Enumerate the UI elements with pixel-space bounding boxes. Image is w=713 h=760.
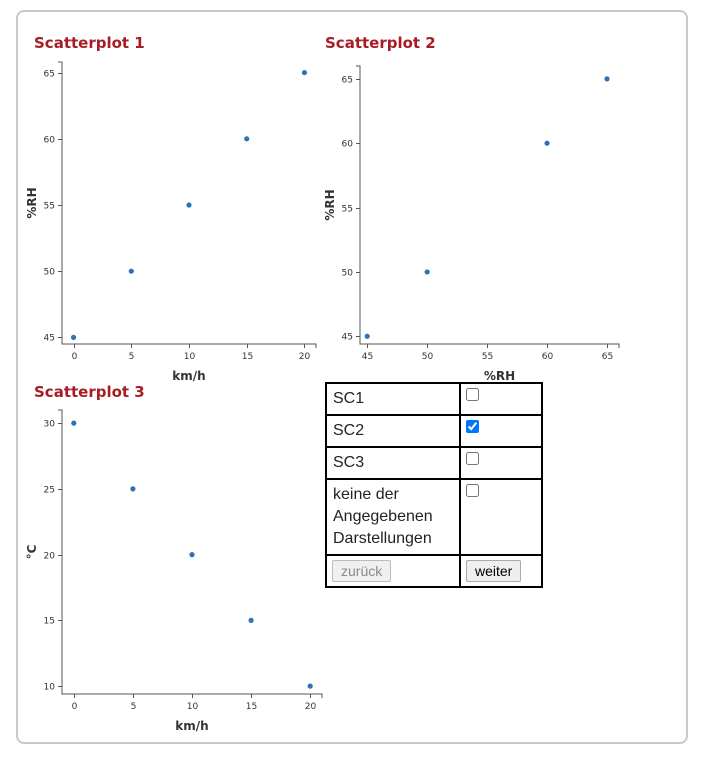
x-tick-label: 60 <box>542 352 554 362</box>
data-point <box>301 69 308 76</box>
x-tick-label: 15 <box>246 702 257 712</box>
y-axis-label: %RH <box>323 189 337 220</box>
back-cell: zurück <box>325 554 461 588</box>
choice-checkbox[interactable] <box>466 388 479 401</box>
choice-row: SC1 <box>325 382 543 416</box>
data-point <box>424 269 430 275</box>
plot-3-title: Scatterplot 3 <box>34 383 145 401</box>
y-axis-label: %RH <box>25 187 39 218</box>
y-tick-label: 55 <box>342 205 353 215</box>
data-point <box>71 420 77 426</box>
y-tick-label: 60 <box>342 140 354 150</box>
data-point <box>364 333 370 339</box>
x-tick-label: 0 <box>72 702 78 712</box>
plot-1-title: Scatterplot 1 <box>34 34 145 52</box>
next-button[interactable]: weiter <box>466 560 522 582</box>
y-tick-label: 60 <box>44 136 56 146</box>
x-tick-label: 20 <box>305 702 317 712</box>
x-tick-label: 10 <box>184 352 196 362</box>
scatterplot-1: 45 50 55 60 65 0 5 10 15 20 km/h %RH <box>25 61 317 383</box>
x-axis-label: km/h <box>172 369 205 383</box>
x-tick-label: 0 <box>72 352 78 362</box>
x-tick-label: 20 <box>299 352 311 362</box>
nav-row: zurück weiter <box>325 554 543 588</box>
choice-label: SC1 <box>325 382 461 416</box>
y-tick-label: 65 <box>44 70 55 80</box>
choice-label: keine der Angegebenen Darstellungen <box>325 478 461 556</box>
choice-checkbox-cell <box>459 478 543 556</box>
data-point <box>604 76 610 82</box>
choice-label: SC3 <box>325 446 461 480</box>
axis-frame <box>58 61 317 348</box>
y-tick-label: 45 <box>342 333 353 343</box>
x-tick-label: 45 <box>362 352 373 362</box>
back-button[interactable]: zurück <box>332 560 392 582</box>
x-axis-label: km/h <box>175 719 208 733</box>
data-point <box>544 140 550 146</box>
axis-frame <box>356 65 620 348</box>
answer-table: SC1 SC2 SC3 keine der Angegebenen Darstellu… <box>325 382 543 588</box>
x-tick-label: 55 <box>482 352 493 362</box>
x-tick-label: 50 <box>422 352 434 362</box>
x-tick-label: 5 <box>131 702 137 712</box>
choice-checkbox[interactable] <box>466 420 479 433</box>
content-frame <box>16 10 688 744</box>
data-point <box>130 486 136 492</box>
x-axis-label: %RH <box>484 369 515 383</box>
choice-checkbox-cell <box>459 446 543 480</box>
data-point <box>307 683 313 689</box>
x-tick-label: 15 <box>242 352 253 362</box>
axis-frame <box>58 409 323 698</box>
data-point <box>248 617 254 623</box>
y-axis-label: °C <box>25 544 39 559</box>
data-point <box>128 268 134 274</box>
scatterplot-3: 10 15 20 25 30 0 5 10 15 20 km/h °C <box>25 409 323 733</box>
plot-2-title: Scatterplot 2 <box>325 34 436 52</box>
data-point <box>70 334 77 340</box>
choice-checkbox[interactable] <box>466 484 479 497</box>
scatterplot-2: 45 50 55 60 65 45 50 55 60 65 %RH %RH <box>323 65 620 383</box>
choice-row: keine der Angegebenen Darstellungen <box>325 478 543 556</box>
choice-checkbox-cell <box>459 414 543 448</box>
next-cell: weiter <box>459 554 543 588</box>
data-point <box>186 202 192 208</box>
y-tick-label: 20 <box>44 552 56 562</box>
choice-row: SC3 <box>325 446 543 480</box>
x-tick-label: 65 <box>602 352 613 362</box>
x-tick-label: 10 <box>187 702 199 712</box>
y-tick-label: 45 <box>44 334 55 344</box>
choice-checkbox[interactable] <box>466 452 479 465</box>
y-tick-label: 10 <box>44 683 56 693</box>
data-point <box>244 136 250 142</box>
y-tick-label: 50 <box>44 268 56 278</box>
choice-checkbox-cell <box>459 382 543 416</box>
y-tick-label: 65 <box>342 76 353 86</box>
x-tick-label: 5 <box>129 352 135 362</box>
y-tick-label: 15 <box>44 617 55 627</box>
choice-label: SC2 <box>325 414 461 448</box>
y-tick-label: 30 <box>44 420 56 430</box>
y-tick-label: 25 <box>44 486 55 496</box>
data-point <box>189 552 195 558</box>
y-tick-label: 55 <box>44 202 55 212</box>
y-tick-label: 50 <box>342 269 354 279</box>
choice-row: SC2 <box>325 414 543 448</box>
